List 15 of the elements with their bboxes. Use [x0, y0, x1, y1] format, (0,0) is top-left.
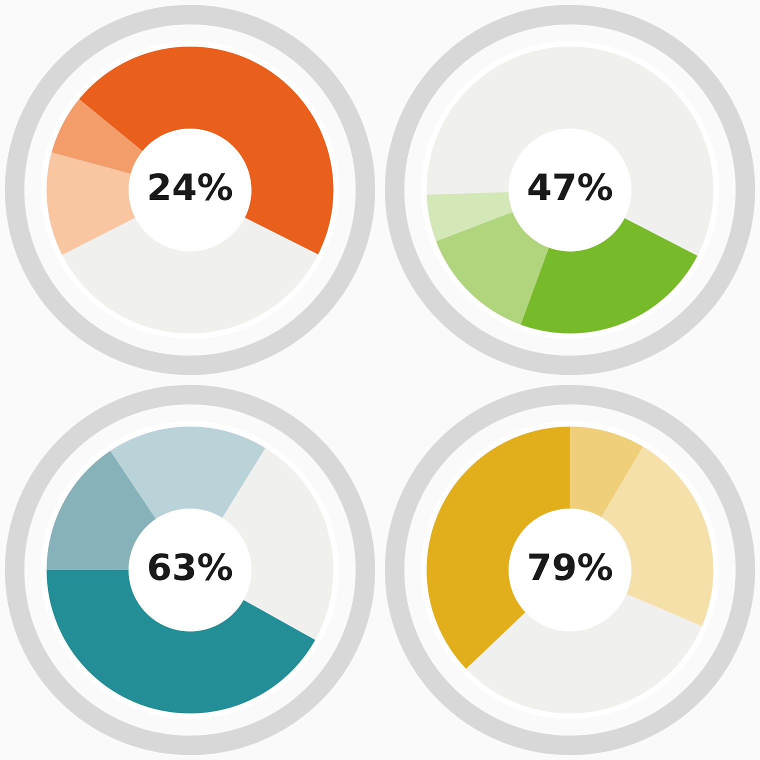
donut-slice [520, 218, 700, 336]
donut-slice [434, 212, 549, 328]
donut-slice [424, 192, 513, 242]
text: 24% [150, 173, 232, 200]
donut-slice [108, 424, 267, 519]
donut-slice [570, 424, 644, 518]
donut-slice [424, 44, 716, 258]
donut-slice [44, 152, 136, 256]
text: 63% [149, 553, 232, 580]
text: 79% [529, 553, 612, 580]
donut-slice [48, 97, 142, 174]
text: 47% [528, 173, 612, 200]
donut-slice [60, 218, 321, 336]
donut-slice [464, 594, 704, 716]
donut-slice [76, 44, 336, 256]
